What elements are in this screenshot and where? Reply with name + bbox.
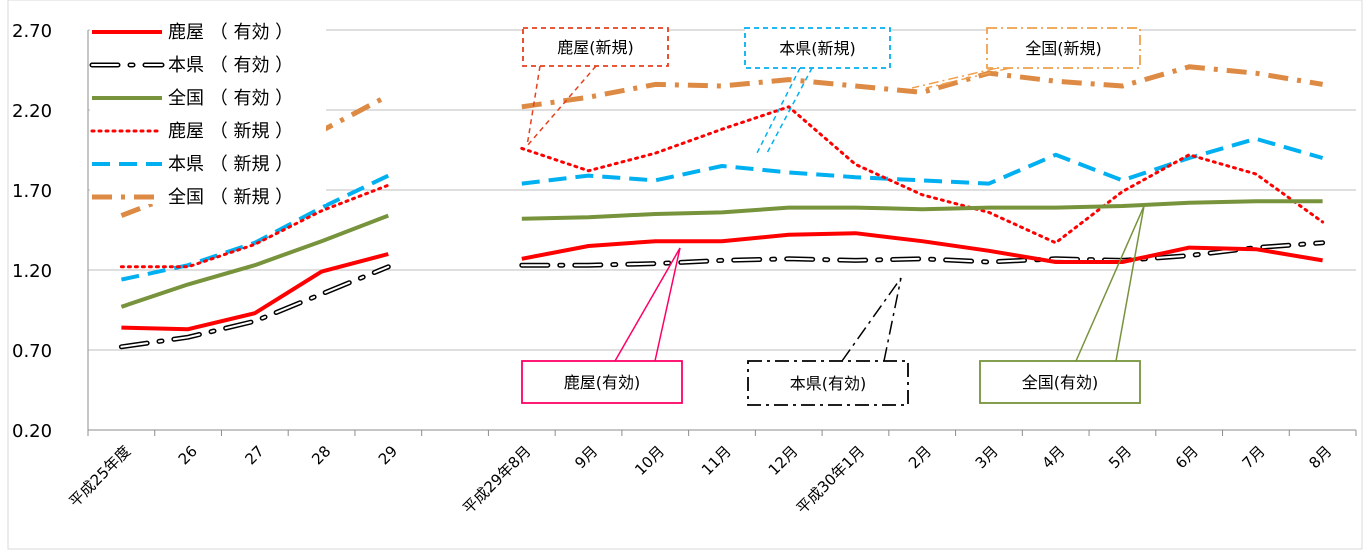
legend-label: 鹿屋 （ 有効 ） <box>168 22 293 43</box>
callout-box <box>747 360 909 406</box>
y-tick-label: 2.20 <box>12 101 52 122</box>
series-line <box>121 252 389 332</box>
callout-box <box>744 27 891 69</box>
callout-leader <box>765 67 813 156</box>
y-tick-label: 1.70 <box>12 181 52 202</box>
legend-label: 鹿屋 （ 新規 ） <box>168 121 293 142</box>
series-line <box>120 213 390 309</box>
callout-leader <box>755 67 801 156</box>
callout-box <box>522 27 669 67</box>
callout-leader <box>841 277 902 362</box>
legend-label: 全国 （ 有効 ） <box>168 88 293 109</box>
callout-leader <box>925 67 1011 89</box>
callout-label: 本県(有効) <box>790 374 867 393</box>
series-line <box>521 231 1323 264</box>
series-line <box>120 265 390 348</box>
legend-box <box>90 18 326 204</box>
callout-label: 本県(新規) <box>779 39 856 58</box>
series-line <box>120 173 390 282</box>
series-line <box>521 199 1323 221</box>
callout-leader <box>1115 205 1145 362</box>
callout-leader <box>654 247 681 362</box>
callout-label: 鹿屋(新規) <box>557 38 634 57</box>
y-tick-label: 1.20 <box>12 261 52 282</box>
series-line <box>521 136 1324 186</box>
legend-label: 全国 （ 新規 ） <box>168 187 293 208</box>
callout-box <box>521 360 683 404</box>
callout-label: 全国(新規) <box>1025 39 1102 58</box>
callout-leader <box>526 65 541 147</box>
callout-leader <box>911 67 998 89</box>
legend-label: 本県 （ 有効 ） <box>168 55 293 76</box>
callout-label: 全国(有効) <box>1022 373 1099 392</box>
callout-leader <box>614 247 681 362</box>
y-tick-label: 0.20 <box>12 421 52 442</box>
y-tick-label: 2.70 <box>12 21 52 42</box>
legend-label: 本県 （ 新規 ） <box>168 154 293 175</box>
callout-leader <box>1075 205 1145 362</box>
callout-box <box>979 360 1141 404</box>
series-line <box>119 183 390 269</box>
series-line <box>520 105 1325 245</box>
series-line <box>519 240 1326 268</box>
y-tick-label: 0.70 <box>12 341 52 362</box>
callout-box <box>986 27 1141 69</box>
series-line <box>521 64 1324 110</box>
callout-label: 鹿屋(有効) <box>564 373 641 392</box>
